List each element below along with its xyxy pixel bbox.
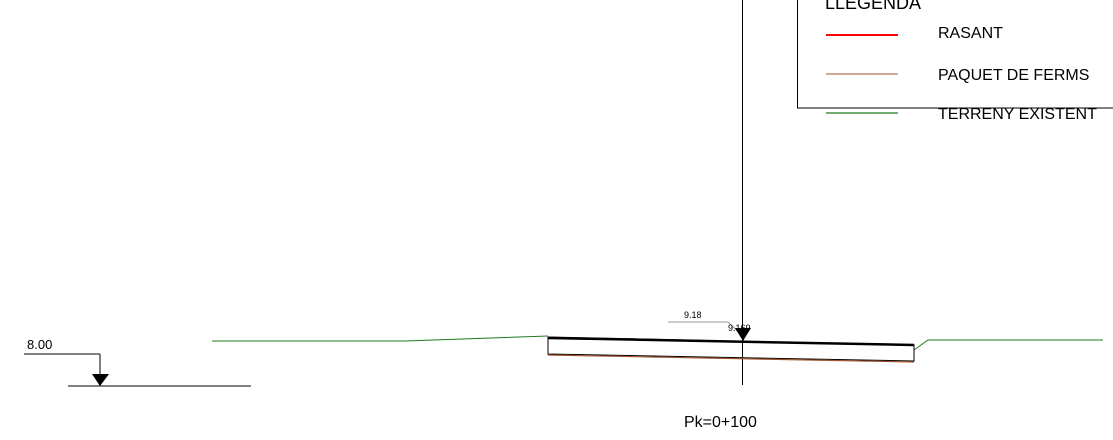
existing-terrain-line [212, 335, 549, 342]
legend-title: LLEGENDA [825, 0, 921, 13]
legend-frame [797, 0, 1113, 109]
axis-elevation-label: 9.18 [684, 310, 702, 320]
reference-triangle-icon [92, 374, 109, 386]
legend: LLEGENDA RASANT PAQUET DE FERMS TERRENY … [797, 0, 1113, 123]
legend-label-rasant: RASANT [938, 25, 1003, 42]
rasant-line [547, 336, 915, 347]
pavement-bottom-line [547, 354, 915, 363]
reference-elevation-label: 8.00 [27, 337, 52, 352]
existing-terrain-line-right [913, 339, 1103, 351]
pk-label: Pk=0+100 [684, 414, 757, 431]
legend-label-terreny: TERRENY EXISTENT [938, 106, 1097, 123]
legend-label-paquet: PAQUET DE FERMS [938, 67, 1089, 84]
reference-level-marker: 8.00 [24, 337, 251, 387]
axis-elevation-marker: 9.18 9.169 [668, 310, 751, 341]
axis-elevation-triangle-icon [735, 328, 751, 341]
